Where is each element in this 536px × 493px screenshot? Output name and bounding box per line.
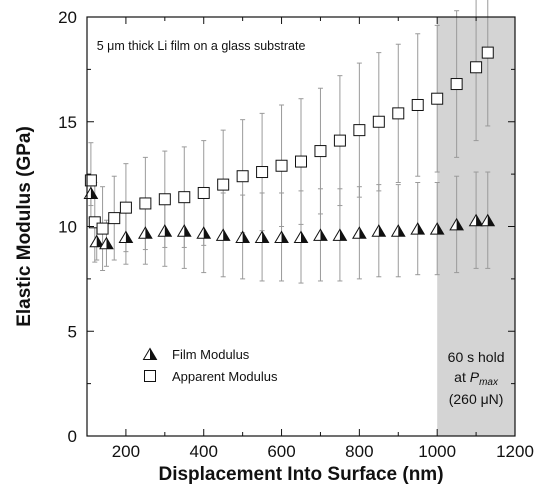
apparent-modulus-point: [275, 159, 288, 172]
y-tick-label: 0: [68, 427, 77, 446]
hold-annotation-line1: 60 s hold: [448, 349, 505, 365]
legend-triangle-icon: [142, 347, 158, 361]
y-tick-label: 5: [68, 322, 77, 341]
film-modulus-point: [371, 224, 387, 237]
x-tick-label: 1000: [418, 442, 456, 461]
apparent-modulus-point: [295, 155, 307, 168]
chart-annotation-sample: 5 μm thick Li film on a glass substrate: [97, 39, 306, 53]
apparent-modulus-point: [353, 124, 366, 137]
film-modulus-point: [390, 224, 406, 237]
apparent-modulus-point: [431, 92, 444, 105]
apparent-modulus-point: [450, 78, 463, 91]
film-modulus-point: [332, 228, 348, 241]
ticks-layer: 200 400 600 800 1000 1200 0 5 10 15 20: [58, 8, 534, 461]
apparent-modulus-point: [411, 98, 424, 111]
apparent-modulus-point: [481, 46, 494, 59]
film-modulus-point: [274, 230, 289, 243]
film-modulus-point: [480, 213, 496, 227]
film-modulus-point: [99, 236, 114, 250]
hold-annotation-prefix: at: [454, 369, 470, 385]
apparent-modulus-point: [96, 222, 109, 235]
legend-item-apparent-modulus: Apparent Modulus: [144, 369, 278, 384]
film-modulus-point: [215, 228, 231, 241]
hold-annotation-subscript: max: [479, 377, 499, 388]
film-modulus-point: [351, 226, 367, 239]
film-modulus-point: [449, 217, 465, 231]
error-bars-film-modulus: [88, 171, 491, 284]
legend-label-film-modulus: Film Modulus: [172, 347, 250, 362]
film-modulus-point: [196, 226, 212, 239]
points-film-modulus: [83, 186, 496, 250]
film-modulus-point: [293, 230, 309, 243]
y-tick-label: 10: [58, 218, 77, 237]
film-modulus-point: [137, 226, 153, 239]
series-layer: [83, 0, 496, 284]
apparent-modulus-point: [158, 193, 171, 206]
film-modulus-point: [118, 230, 134, 243]
legend-marker-apparent-modulus: [144, 370, 156, 382]
film-modulus-point: [410, 222, 426, 235]
apparent-modulus-point: [333, 134, 346, 147]
hold-annotation-variable: P: [470, 369, 480, 385]
legend-item-film-modulus: Film Modulus: [142, 347, 250, 362]
legend-square-icon: [144, 370, 156, 382]
y-tick-label: 20: [58, 8, 77, 27]
film-modulus-point: [468, 213, 484, 227]
apparent-modulus-point: [314, 145, 327, 158]
apparent-modulus-point: [139, 197, 152, 210]
legend-label-apparent-modulus: Apparent Modulus: [172, 369, 278, 384]
legend-marker-film-modulus: [142, 347, 158, 361]
apparent-modulus-point: [119, 201, 132, 214]
film-modulus-point: [176, 224, 192, 237]
film-modulus-point: [83, 186, 99, 200]
legend: Film Modulus Apparent Modulus: [142, 347, 278, 384]
x-axis-title: Displacement Into Surface (nm): [158, 464, 443, 485]
x-tick-label: 800: [345, 442, 373, 461]
film-modulus-point: [235, 230, 251, 243]
film-modulus-point: [254, 230, 270, 243]
film-modulus-point: [313, 228, 328, 241]
apparent-modulus-point: [372, 115, 385, 128]
apparent-modulus-point: [217, 178, 230, 191]
x-tick-label: 200: [112, 442, 140, 461]
x-tick-label: 600: [267, 442, 295, 461]
apparent-modulus-point: [178, 191, 191, 204]
x-tick-label: 1200: [496, 442, 534, 461]
apparent-modulus-point: [470, 61, 483, 74]
film-modulus-point: [89, 234, 105, 248]
y-tick-label: 15: [58, 113, 77, 132]
apparent-modulus-point: [84, 174, 97, 187]
apparent-modulus-point: [108, 212, 121, 225]
hold-annotation-line2: at Pmax: [454, 369, 499, 388]
film-modulus-point: [157, 224, 173, 237]
apparent-modulus-point: [256, 166, 269, 179]
hold-annotation-line3: (260 μN): [449, 391, 504, 407]
points-apparent-modulus: [84, 46, 494, 235]
apparent-modulus-point: [88, 216, 101, 229]
apparent-modulus-point: [392, 107, 405, 120]
y-axis-title: Elastic Modulus (GPa): [14, 126, 35, 327]
film-modulus-point: [429, 222, 445, 235]
x-tick-label: 400: [190, 442, 218, 461]
apparent-modulus-point: [197, 186, 210, 199]
apparent-modulus-point: [236, 170, 249, 183]
